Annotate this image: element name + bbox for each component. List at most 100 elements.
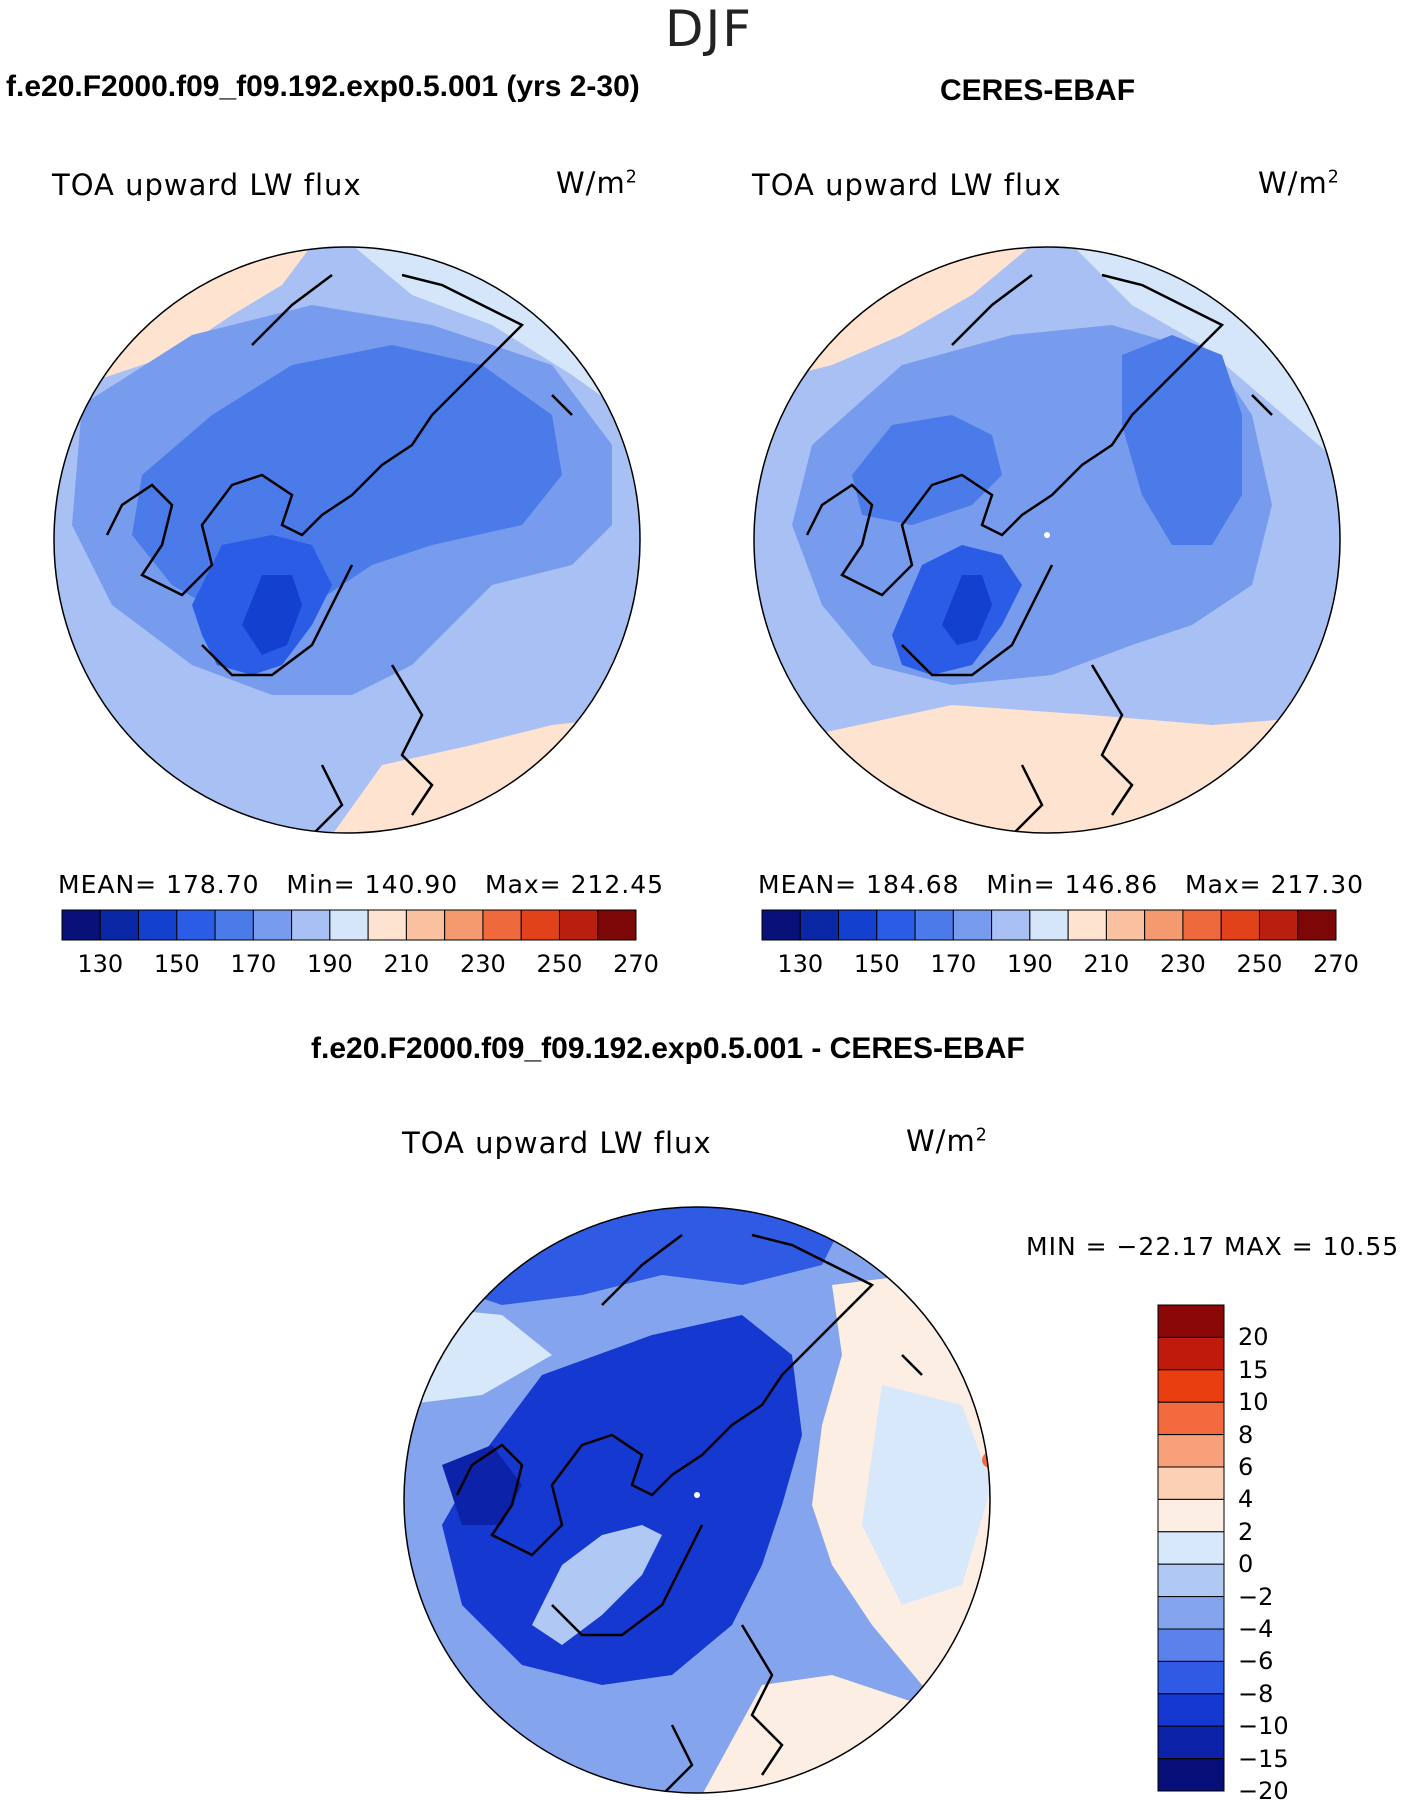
colorbar-swatch (1157, 1693, 1225, 1727)
obs-variable-label: TOA upward LW flux (752, 168, 1062, 202)
colorbar-swatch (1157, 1498, 1225, 1533)
colorbar-swatch (99, 909, 140, 941)
colorbar-swatch (1182, 909, 1222, 941)
diff-pole-dot (694, 1492, 700, 1498)
colorbar-tick-label: 190 (1006, 950, 1053, 978)
model-units-label: W/m2 (556, 166, 638, 200)
colorbar-tick-label: −20 (1238, 1777, 1289, 1805)
colorbar-swatch (799, 909, 840, 941)
obs-pole-dot (1044, 532, 1050, 538)
colorbar-swatch (329, 909, 369, 941)
model-stats: MEAN= 178.70 Min= 140.90 Max= 212.45 (58, 870, 665, 899)
colorbar-tick-label: 6 (1238, 1453, 1254, 1481)
colorbar-tick-label: 130 (777, 950, 824, 978)
colorbar-tick-label: −6 (1238, 1647, 1274, 1676)
colorbar-swatch (405, 909, 446, 941)
colorbar-swatch (1157, 1725, 1225, 1760)
colorbar-swatch (1258, 909, 1299, 941)
colorbar-tick-label: 210 (383, 950, 430, 978)
diff-field-greenland-light (532, 1525, 662, 1645)
diff-coastlines (455, 1233, 923, 1793)
colorbar-swatch (1157, 1369, 1225, 1403)
colorbar-swatch (1157, 1401, 1225, 1436)
obs-coastlines (805, 273, 1273, 833)
model-polar-map (53, 246, 641, 834)
colorbar-tick-label: 270 (1313, 950, 1359, 978)
colorbar-swatch (1157, 1628, 1225, 1662)
colorbar-swatch (1157, 1758, 1225, 1792)
colorbar-swatch (444, 909, 484, 941)
colorbar-swatch (214, 909, 254, 941)
colorbar-swatch (1157, 1336, 1225, 1371)
obs-units-label: W/m2 (1258, 166, 1340, 200)
colorbar-tick-label: 150 (153, 950, 200, 978)
colorbar-tick-label: 8 (1238, 1420, 1254, 1449)
obs-field-warm-bottom (812, 705, 1340, 833)
colorbar-tick-label: −10 (1238, 1712, 1289, 1741)
colorbar-tick-label: 250 (536, 950, 583, 978)
colorbar-swatch (1157, 1434, 1225, 1468)
colorbar-swatch (176, 909, 216, 941)
colorbar-swatch (991, 909, 1031, 941)
colorbar-tick-label: −2 (1238, 1582, 1274, 1611)
diff-units-label: W/m2 (906, 1124, 988, 1158)
colorbar-swatch (1297, 909, 1337, 941)
diff-stats: MIN = −22.17 MAX = 10.55 (1026, 1232, 1400, 1261)
colorbar-swatch (1105, 909, 1146, 941)
model-colorbar (61, 909, 637, 941)
colorbar-swatch (482, 909, 522, 941)
colorbar-tick-label: 130 (77, 950, 124, 978)
obs-stats: MEAN= 184.68 Min= 146.86 Max= 217.30 (758, 870, 1365, 899)
model-coastlines (105, 273, 573, 833)
colorbar-tick-label: 0 (1238, 1550, 1254, 1579)
colorbar-swatch (597, 909, 637, 941)
colorbar-swatch (1067, 909, 1107, 941)
colorbar-swatch (520, 909, 560, 941)
model-field-greenland-core (242, 575, 302, 655)
diff-field-right-light (862, 1385, 990, 1605)
colorbar-tick-label: 150 (853, 950, 900, 978)
colorbar-tick-label: 10 (1238, 1388, 1269, 1417)
season-title: DJF (664, 0, 753, 58)
colorbar-tick-label: 2 (1238, 1517, 1254, 1546)
diff-field-canada-dark (442, 1445, 522, 1525)
obs-colorbar (761, 909, 1337, 941)
diff-panel-title: f.e20.F2000.f09_f09.192.exp0.5.001 - CER… (311, 1032, 1025, 1065)
diff-field-arctic (592, 1345, 762, 1505)
colorbar-swatch (138, 909, 178, 941)
colorbar-swatch (761, 909, 801, 941)
colorbar-swatch (1157, 1531, 1225, 1565)
diff-field-warm-spot (982, 1452, 990, 1468)
model-panel-title: f.e20.F2000.f09_f09.192.exp0.5.001 (yrs … (6, 70, 640, 103)
colorbar-tick-label: 15 (1238, 1355, 1269, 1384)
colorbar-tick-label: 250 (1236, 950, 1283, 978)
colorbar-tick-label: 230 (1160, 950, 1206, 978)
colorbar-swatch (558, 909, 599, 941)
colorbar-tick-label: 270 (613, 950, 659, 978)
colorbar-tick-label: 4 (1238, 1485, 1254, 1514)
colorbar-tick-label: −15 (1238, 1744, 1289, 1773)
colorbar-tick-label: 170 (930, 950, 977, 978)
colorbar-tick-label: −8 (1238, 1679, 1274, 1708)
model-variable-label: TOA upward LW flux (52, 168, 362, 202)
colorbar-swatch (1029, 909, 1069, 941)
obs-field-greenland-core (942, 575, 992, 645)
model-colorbar-ticks: 130 150 170 190 210 230 250 270 (62, 950, 659, 980)
colorbar-swatch (914, 909, 954, 941)
colorbar-swatch (876, 909, 916, 941)
colorbar-swatch (61, 909, 101, 941)
obs-field-core (1122, 335, 1242, 545)
colorbar-swatch (1157, 1304, 1225, 1338)
diff-polar-map (403, 1206, 991, 1794)
colorbar-swatch (367, 909, 407, 941)
colorbar-swatch (291, 909, 331, 941)
colorbar-swatch (1220, 909, 1260, 941)
colorbar-tick-label: 210 (1083, 950, 1130, 978)
colorbar-tick-label: 230 (460, 950, 506, 978)
colorbar-swatch (838, 909, 878, 941)
diff-colorbar (1157, 1304, 1225, 1792)
colorbar-swatch (1157, 1466, 1225, 1500)
colorbar-tick-label: 20 (1238, 1323, 1269, 1352)
obs-panel-title: CERES-EBAF (940, 74, 1136, 107)
colorbar-tick-label: 170 (230, 950, 277, 978)
